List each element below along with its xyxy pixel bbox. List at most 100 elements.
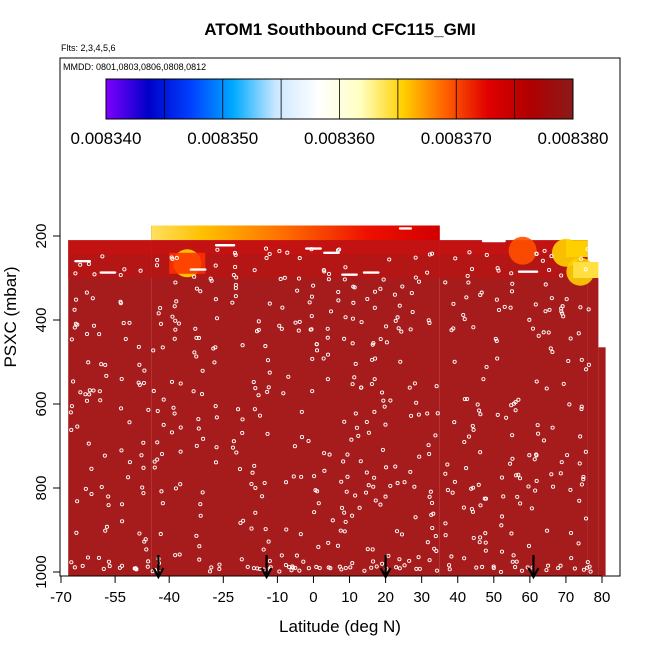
sample-point [321, 356, 326, 361]
sample-point [478, 450, 483, 455]
sample-point [301, 559, 306, 564]
sample-point [298, 532, 303, 537]
sample-point [564, 297, 569, 302]
sample-point [549, 472, 554, 477]
sample-point [97, 332, 102, 337]
sample-point [509, 271, 514, 276]
sample-point [212, 360, 217, 365]
sample-point [469, 486, 474, 491]
sample-point [239, 557, 244, 562]
sample-point [559, 273, 564, 278]
sample-point [410, 309, 415, 315]
sample-point [213, 460, 219, 465]
sample-point [427, 494, 432, 499]
sample-point [192, 350, 197, 355]
sample-point [509, 531, 514, 536]
sample-point [501, 494, 506, 499]
sample-point [342, 277, 347, 282]
sample-point [316, 544, 321, 550]
sample-point [99, 362, 104, 367]
x-tick-label: -40 [158, 589, 180, 606]
sample-point [197, 544, 202, 549]
sample-point [449, 554, 454, 559]
sample-point [342, 510, 347, 515]
sample-point [69, 337, 74, 342]
sample-point [194, 443, 199, 448]
sample-point [556, 566, 561, 571]
sample-point [536, 333, 541, 338]
sample-point [260, 494, 265, 499]
sample-point [544, 568, 549, 573]
sample-point [417, 566, 422, 571]
sample-point [117, 565, 122, 570]
sample-point [177, 552, 182, 557]
sample-point [169, 430, 174, 435]
sample-point [80, 563, 85, 568]
sample-point [579, 482, 584, 487]
sample-point [213, 404, 218, 409]
sample-point [585, 247, 590, 252]
sample-point [428, 489, 433, 494]
sample-point [549, 296, 554, 301]
sample-point [173, 280, 178, 285]
sample-point [510, 433, 515, 438]
sample-point [383, 422, 388, 427]
sample-point [231, 439, 236, 444]
sample-point [265, 389, 270, 394]
sample-point [443, 533, 448, 538]
sample-point [161, 422, 166, 427]
sample-point [378, 336, 383, 342]
x-tick-label: 20 [377, 589, 394, 606]
sample-point [249, 526, 254, 531]
sample-point [309, 294, 315, 299]
heatmap-field [68, 225, 606, 576]
sample-point [119, 406, 124, 411]
sample-point [550, 425, 555, 430]
sample-point [120, 519, 125, 524]
sample-point [170, 256, 175, 261]
x-tick-label: 40 [449, 589, 466, 606]
sample-point [465, 273, 470, 278]
sample-point [232, 250, 238, 255]
sample-point [122, 267, 127, 272]
sample-point [178, 449, 183, 454]
sample-point [284, 480, 289, 485]
sample-point [289, 568, 294, 573]
sample-point [560, 311, 565, 316]
sample-point [326, 277, 331, 282]
sample-point [364, 470, 369, 475]
sample-point [137, 362, 142, 367]
sample-point [519, 568, 524, 573]
sample-point [306, 438, 311, 444]
sample-point [89, 466, 94, 471]
sample-point [384, 340, 389, 345]
sample-point [308, 327, 313, 332]
sample-point [483, 548, 488, 553]
x-tick-label: -70 [50, 589, 72, 606]
sample-point [139, 453, 144, 458]
sample-point [469, 267, 475, 272]
sample-point [194, 533, 199, 538]
sample-point [545, 528, 550, 533]
sample-point [471, 536, 476, 541]
sample-point [145, 564, 150, 569]
sample-point [299, 409, 304, 414]
sample-point [434, 384, 439, 389]
sample-point [467, 250, 472, 255]
sample-point [322, 468, 327, 473]
sample-point [293, 320, 298, 325]
sample-point [196, 426, 201, 431]
sample-point [534, 452, 539, 457]
sample-point [359, 385, 364, 390]
sample-point [433, 534, 438, 539]
sample-point [311, 283, 316, 288]
sample-point [509, 289, 515, 294]
sample-point [155, 440, 160, 445]
sample-point [119, 377, 124, 382]
sample-point [339, 505, 345, 511]
sample-point [427, 558, 432, 563]
sample-point [452, 420, 457, 425]
sample-point [141, 380, 146, 386]
sample-point [541, 438, 546, 443]
x-tick-label: 50 [485, 589, 502, 606]
